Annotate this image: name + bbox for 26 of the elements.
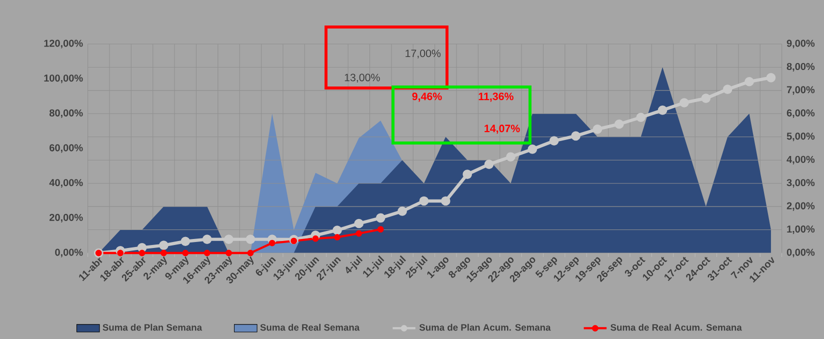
y2-tick-label: 4,00% xyxy=(786,156,815,164)
y2-tick-label: 1,00% xyxy=(787,226,815,234)
y2-tick-label: 7,00% xyxy=(786,86,815,95)
y2-tick-label: 0,00% xyxy=(786,248,815,258)
y2-tick-label: 6,00% xyxy=(786,109,815,118)
y2-tick-label: 8,00% xyxy=(786,62,815,72)
y2-tick-label: 3,00% xyxy=(786,179,815,188)
y2-tick-label: 2,00% xyxy=(786,202,815,211)
y2-tick-label: 5,00% xyxy=(786,132,815,142)
y-tick-label: 80,00% xyxy=(49,109,83,118)
y-tick-label: 100,00% xyxy=(44,74,83,84)
legend-label: Suma de Real Acum. Semana xyxy=(610,324,742,331)
y-tick-label: 20,00% xyxy=(50,214,83,222)
legend-label: Suma de Plan Acum. Semana xyxy=(419,324,551,331)
annotation: 9,46% xyxy=(412,92,442,102)
y-tick-label: 60,00% xyxy=(50,144,83,153)
legend-label: Suma de Real Semana xyxy=(260,324,360,331)
y-tick-label: 40,00% xyxy=(49,179,83,188)
y2-tick-label: 9,00% xyxy=(786,40,815,48)
annotation: 13,00% xyxy=(344,74,380,83)
y-tick-label: 120,00% xyxy=(44,40,83,48)
annotation: 11,36% xyxy=(478,92,514,102)
annotation: 14,07% xyxy=(484,124,520,134)
legend-label: Suma de Plan Semana xyxy=(102,324,202,331)
annotation: 17,00% xyxy=(406,50,441,58)
y-tick-label: 0,00% xyxy=(55,248,83,258)
